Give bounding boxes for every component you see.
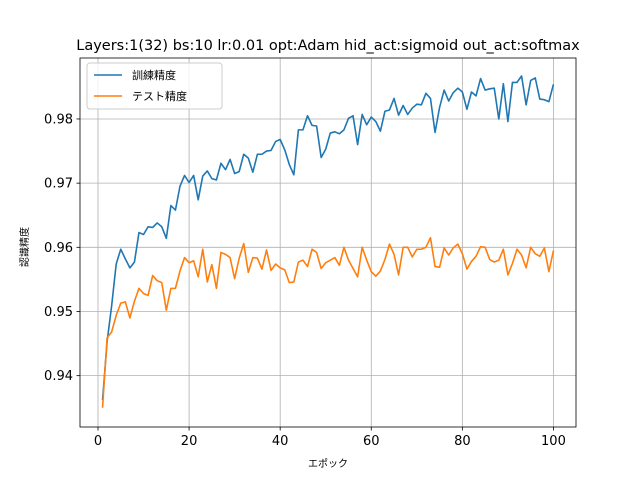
x-tick-label: 100 [541,434,566,449]
grid-lines [80,58,576,427]
chart-title: Layers:1(32) bs:10 lr:0.01 opt:Adam hid_… [76,38,580,54]
x-tick-label: 0 [94,434,102,449]
series-group [101,75,555,408]
test-accuracy-line [101,236,555,408]
y-tick-label: 0.98 [44,112,73,127]
y-tick-label: 0.97 [44,177,73,192]
x-tick-label: 20 [181,434,198,449]
x-tick-label: 60 [363,434,380,449]
x-tick-label: 40 [272,434,289,449]
y-tick-label: 0.95 [44,305,73,320]
y-axis-label: 認識精度 [18,227,31,267]
y-tick-label: 0.96 [44,241,73,256]
legend: 訓練精度 テスト精度 [86,62,223,110]
y-tick-label: 0.94 [44,369,73,384]
x-axis-label: エポック [308,458,348,470]
axis-ticks: 0 20 40 60 80 100 0.94 0.95 0.96 0.97 0.98 [44,112,566,449]
plot-frame [79,57,577,428]
x-tick-label: 80 [454,434,471,449]
training-accuracy-line [101,75,555,401]
legend-label-training: 訓練精度 [132,68,176,82]
legend-label-test: テスト精度 [132,89,187,103]
